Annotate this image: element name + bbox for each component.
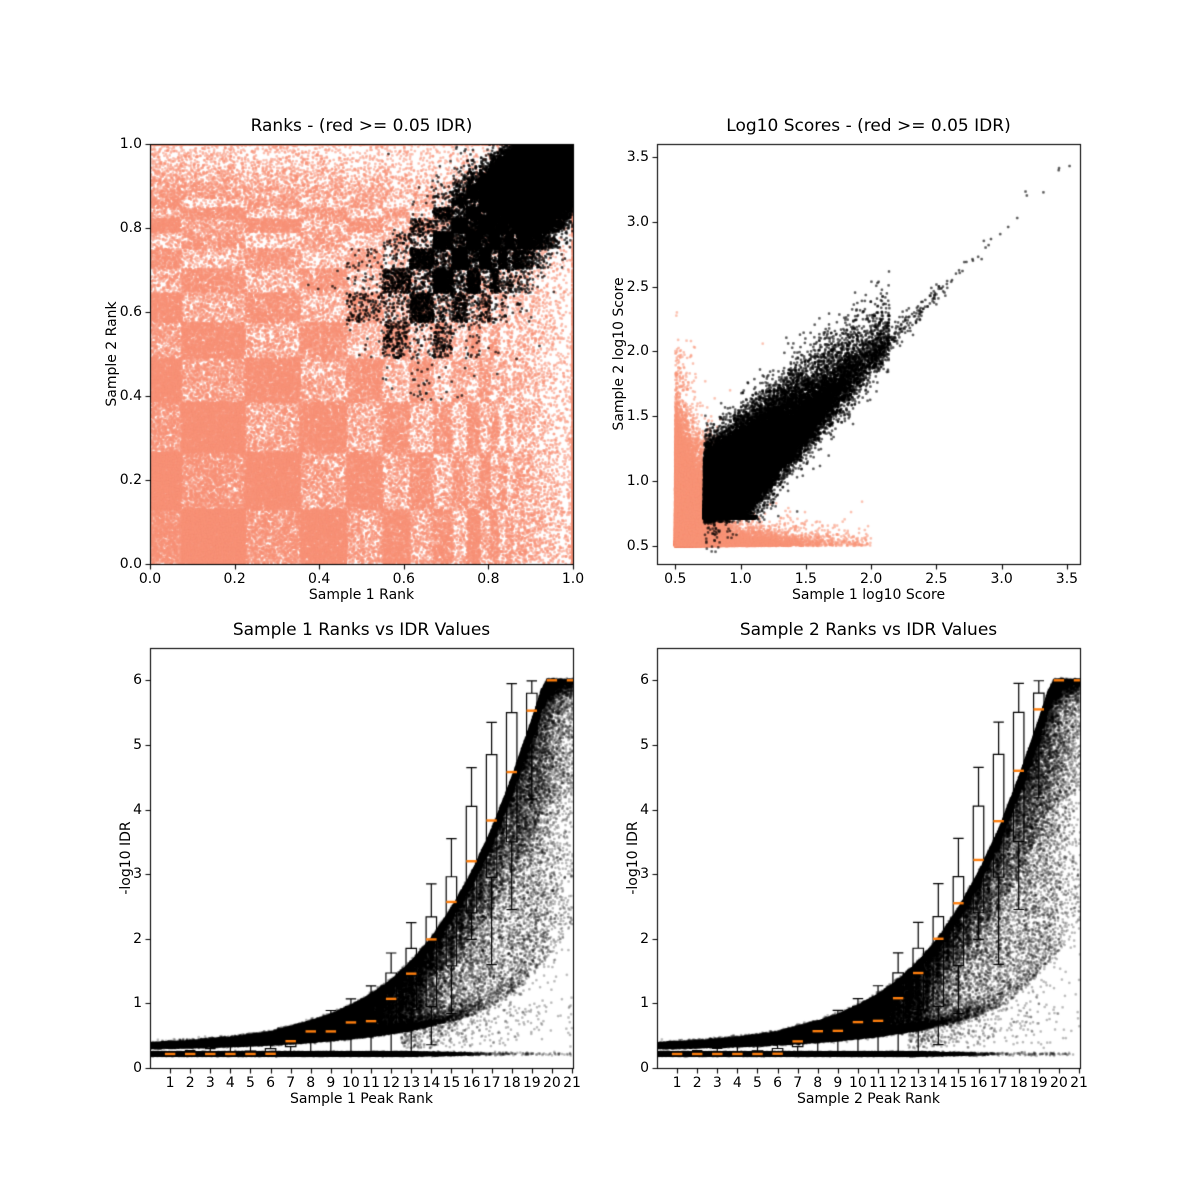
x-tick-label: 14 bbox=[929, 1075, 948, 1091]
x-tick-label: 10 bbox=[849, 1075, 867, 1091]
x-tick-label: 12 bbox=[382, 1075, 401, 1091]
x-tick-label: 2 bbox=[692, 1075, 702, 1091]
y-tick-label: 2 bbox=[640, 930, 649, 947]
y-tick-label: 5 bbox=[133, 736, 142, 753]
x-tick-label: 3 bbox=[205, 1075, 215, 1091]
x-tick-label: 1 bbox=[165, 1075, 175, 1091]
panel-sample2-idr-title: Sample 2 Ranks vs IDR Values bbox=[739, 620, 998, 640]
panel-ranks-xlabel: Sample 1 Rank bbox=[308, 587, 415, 603]
y-tick-label: 3 bbox=[133, 866, 142, 883]
y-tick-label: 2.0 bbox=[626, 343, 649, 360]
x-tick-label: 4 bbox=[225, 1075, 235, 1091]
panel-scores-ylabel: Sample 2 log10 Score bbox=[611, 277, 627, 431]
y-tick-label: 0.8 bbox=[119, 220, 142, 236]
y-tick-label: 5 bbox=[640, 736, 649, 753]
x-tick-label: 8 bbox=[813, 1075, 823, 1091]
y-tick-label: 1.0 bbox=[626, 473, 649, 490]
panel-sample2-idr-ylabel: -log10 IDR bbox=[625, 821, 641, 895]
y-tick-label: 2 bbox=[133, 930, 142, 947]
y-tick-label: 6 bbox=[133, 672, 142, 689]
x-tick-label: 19 bbox=[522, 1075, 541, 1091]
x-tick-label: 2 bbox=[185, 1075, 195, 1091]
y-tick-label: 0.4 bbox=[119, 388, 142, 404]
panel-sample1-idr-ylabel: -log10 IDR bbox=[118, 821, 134, 895]
x-tick-label: 18 bbox=[1009, 1075, 1028, 1091]
x-tick-label: 12 bbox=[889, 1075, 908, 1091]
y-tick-label: 0.6 bbox=[119, 304, 142, 320]
x-tick-label: 18 bbox=[502, 1075, 521, 1091]
x-tick-label: 3.5 bbox=[1055, 571, 1079, 587]
x-tick-label: 9 bbox=[326, 1075, 336, 1091]
x-tick-label: 21 bbox=[1070, 1075, 1088, 1091]
x-tick-label: 0.5 bbox=[664, 571, 687, 587]
x-tick-label: 11 bbox=[362, 1075, 380, 1091]
x-tick-label: 8 bbox=[306, 1075, 316, 1091]
y-tick-label: 4 bbox=[640, 801, 649, 818]
x-tick-label: 16 bbox=[969, 1075, 988, 1091]
x-tick-label: 1.5 bbox=[794, 571, 817, 587]
panel-sample2-idr-xlabel: Sample 2 Peak Rank bbox=[797, 1091, 940, 1107]
x-tick-label: 3 bbox=[712, 1075, 722, 1091]
y-tick-label: 0.2 bbox=[119, 472, 142, 488]
x-tick-label: 2.5 bbox=[925, 571, 948, 587]
x-tick-label: 5 bbox=[246, 1075, 255, 1091]
y-tick-label: 2.5 bbox=[626, 278, 649, 295]
x-tick-label: 17 bbox=[989, 1075, 1008, 1091]
panel-scores-title: Log10 Scores - (red >= 0.05 IDR) bbox=[726, 116, 1011, 136]
y-tick-label: 3.5 bbox=[626, 148, 649, 165]
x-tick-label: 0.4 bbox=[308, 571, 331, 587]
panel-ranks-ylabel: Sample 2 Rank bbox=[104, 301, 120, 407]
x-tick-label: 0.2 bbox=[223, 571, 246, 587]
x-tick-label: 0.0 bbox=[138, 571, 162, 587]
x-tick-label: 20 bbox=[542, 1075, 561, 1091]
y-tick-label: 0.5 bbox=[626, 537, 649, 554]
x-tick-label: 15 bbox=[949, 1075, 968, 1091]
y-tick-label: 1.0 bbox=[119, 136, 142, 152]
panel-scores-xlabel: Sample 1 log10 Score bbox=[791, 587, 946, 603]
x-tick-label: 15 bbox=[442, 1075, 461, 1091]
x-tick-label: 0.6 bbox=[392, 571, 415, 587]
x-tick-label: 9 bbox=[833, 1075, 843, 1091]
y-tick-label: 3 bbox=[640, 866, 649, 883]
x-tick-label: 0.8 bbox=[477, 571, 500, 587]
x-tick-label: 7 bbox=[793, 1075, 803, 1091]
y-tick-label: 4 bbox=[133, 801, 142, 818]
x-tick-label: 6 bbox=[773, 1075, 783, 1091]
y-tick-label: 0 bbox=[640, 1060, 649, 1076]
y-tick-label: 1 bbox=[133, 995, 142, 1012]
x-tick-label: 1 bbox=[672, 1075, 682, 1091]
panel-ranks-title: Ranks - (red >= 0.05 IDR) bbox=[250, 116, 473, 136]
x-tick-label: 21 bbox=[563, 1075, 581, 1091]
y-tick-label: 6 bbox=[640, 672, 649, 689]
panel-sample1-idr-xlabel: Sample 1 Peak Rank bbox=[290, 1091, 433, 1107]
x-tick-label: 16 bbox=[462, 1075, 481, 1091]
panel-sample1-idr-title: Sample 1 Ranks vs IDR Values bbox=[232, 620, 491, 640]
x-tick-label: 20 bbox=[1049, 1075, 1068, 1091]
x-tick-label: 5 bbox=[753, 1075, 762, 1091]
x-tick-label: 19 bbox=[1029, 1075, 1048, 1091]
y-tick-label: 1.5 bbox=[626, 408, 649, 425]
y-tick-label: 0 bbox=[133, 1060, 142, 1076]
y-tick-label: 0.0 bbox=[119, 556, 142, 572]
x-tick-label: 1.0 bbox=[561, 571, 585, 587]
x-tick-label: 3.0 bbox=[990, 571, 1013, 587]
x-tick-label: 13 bbox=[402, 1075, 421, 1091]
x-tick-label: 1.0 bbox=[729, 571, 752, 587]
x-tick-label: 6 bbox=[266, 1075, 276, 1091]
x-tick-label: 2.0 bbox=[859, 571, 883, 587]
x-tick-label: 4 bbox=[732, 1075, 742, 1091]
x-tick-label: 14 bbox=[422, 1075, 441, 1091]
x-tick-label: 13 bbox=[909, 1075, 928, 1091]
x-tick-label: 17 bbox=[482, 1075, 501, 1091]
x-tick-label: 10 bbox=[342, 1075, 360, 1091]
y-tick-label: 3.0 bbox=[626, 213, 649, 230]
x-tick-label: 7 bbox=[286, 1075, 296, 1091]
y-tick-label: 1 bbox=[640, 995, 649, 1012]
x-tick-label: 11 bbox=[869, 1075, 887, 1091]
